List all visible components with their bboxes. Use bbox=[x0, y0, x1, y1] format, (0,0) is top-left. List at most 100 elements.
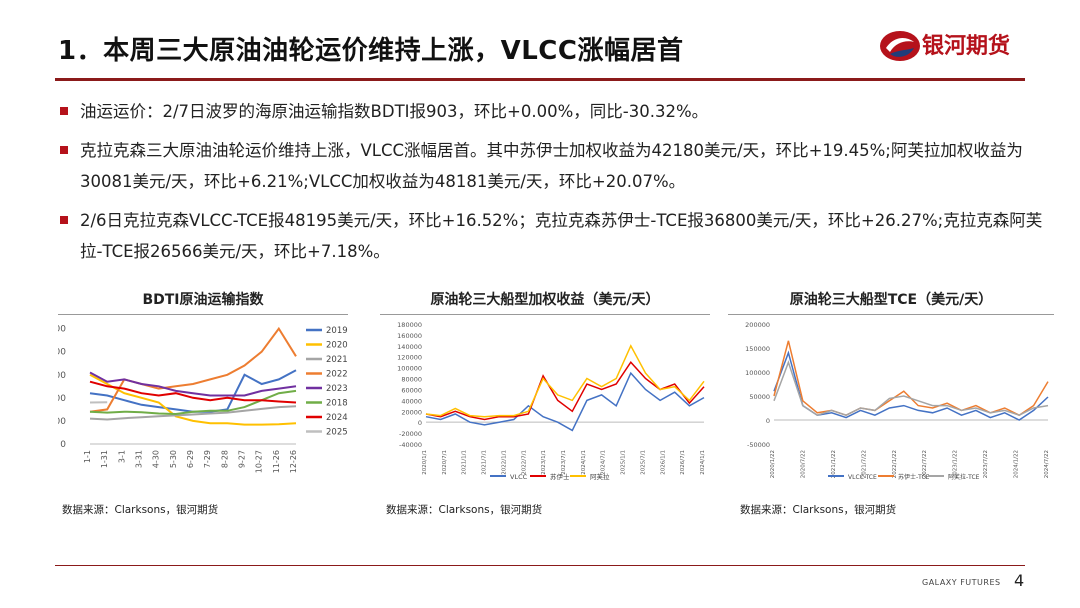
x-tick-label: 3-1 bbox=[117, 450, 126, 463]
x-tick-label: 2024/1/1 bbox=[700, 450, 706, 475]
x-tick-label: 2022/1/22 bbox=[892, 450, 898, 478]
x-tick-label: 2022/7/22 bbox=[922, 450, 928, 478]
x-tick-label: 2024/7/22 bbox=[1044, 450, 1050, 478]
x-tick-label: 2023/7/22 bbox=[983, 450, 989, 478]
y-tick-label: 0 bbox=[766, 417, 770, 425]
logo-text: 银河期货 bbox=[922, 34, 1011, 59]
x-tick-label: 9-27 bbox=[238, 450, 247, 468]
series-line-VLCC bbox=[425, 371, 705, 432]
legend-label: 2022 bbox=[326, 370, 348, 380]
series-line-2023 bbox=[89, 371, 297, 397]
x-tick-label: 11-26 bbox=[272, 450, 281, 473]
series-line-2020 bbox=[89, 373, 297, 426]
chart-title-bar bbox=[728, 290, 1054, 315]
series-line-阿芙拉-TCE bbox=[773, 360, 1049, 417]
legend-label: 2025 bbox=[326, 428, 348, 438]
x-tick-label: 6-29 bbox=[186, 450, 195, 468]
x-tick-label: 2020/1/1 bbox=[422, 450, 428, 475]
x-tick-label: 2020/7/1 bbox=[442, 450, 448, 475]
page-number: 4 bbox=[1014, 571, 1025, 590]
x-tick-label: 2023/7/1 bbox=[561, 450, 567, 475]
x-tick-label: 1-31 bbox=[100, 450, 109, 468]
chart-bdti: BDTI原油运输指数 0 500 1000 1500 2000 2500 1-1 1-31 3-… bbox=[58, 290, 348, 482]
x-tick-label: 7-29 bbox=[203, 450, 212, 468]
y-tick-label: 1000 bbox=[58, 394, 66, 404]
y-tick-label: -40000 bbox=[399, 441, 422, 449]
x-tick-label: 12-26 bbox=[289, 450, 298, 473]
y-tick-label: 80000 bbox=[401, 376, 422, 384]
x-tick-label: 2024/7/1 bbox=[601, 450, 607, 475]
chart-title: 原油轮三大船型加权收益（美元/天） bbox=[430, 292, 660, 308]
legend-label: VLCC bbox=[510, 473, 528, 481]
data-source-note: 数据来源：Clarksons，银河期货 bbox=[386, 504, 543, 516]
y-tick-label: 40000 bbox=[401, 397, 422, 405]
x-tick-label: 5-30 bbox=[169, 450, 178, 468]
x-tick-label: 2021/7/22 bbox=[861, 450, 867, 478]
y-tick-label: 200000 bbox=[745, 321, 770, 329]
title-divider bbox=[55, 78, 1025, 81]
y-tick-label: 100000 bbox=[397, 365, 422, 373]
series-line-苏伊士 bbox=[425, 360, 705, 421]
x-tick-label: 2026/7/1 bbox=[680, 450, 686, 475]
y-tick-label: 140000 bbox=[397, 343, 422, 351]
legend-label: 2021 bbox=[326, 355, 348, 365]
series-line-阿芙拉 bbox=[425, 344, 705, 418]
chart-title-bar bbox=[380, 290, 710, 315]
y-tick-label: 180000 bbox=[397, 321, 422, 329]
x-tick-label: 1-1 bbox=[83, 450, 92, 463]
x-tick-label: 3-31 bbox=[135, 450, 144, 468]
series-line-2021 bbox=[89, 405, 297, 421]
x-tick-label: 2021/7/1 bbox=[482, 450, 488, 475]
x-tick-label: 10-27 bbox=[255, 450, 264, 473]
legend-label: 阿芙拉-TCE bbox=[948, 473, 980, 481]
legend-label: 2023 bbox=[326, 384, 348, 394]
y-tick-label: -50000 bbox=[747, 441, 770, 449]
y-tick-label: 2000 bbox=[58, 348, 66, 358]
x-tick-label: 8-28 bbox=[220, 450, 229, 468]
y-tick-label: 100000 bbox=[745, 369, 770, 377]
bullet-list: 油运运价：2/7日波罗的海原油运输指数BDTI报903，环比+0.00%，同比-… bbox=[58, 96, 1048, 275]
chart-weighted-earnings-plot: -40000 -20000 0 20000 40000 60000 80000 100000 1… bbox=[397, 321, 706, 481]
y-tick-label: 1500 bbox=[58, 371, 66, 381]
legend-label: 2020 bbox=[326, 341, 348, 351]
bullet-item: 2/6日克拉克森VLCC-TCE报48195美元/天，环比+16.52%；克拉克… bbox=[58, 205, 1048, 267]
galaxy-logo-icon bbox=[880, 31, 920, 61]
y-tick-label: 160000 bbox=[397, 332, 422, 340]
y-tick-label: 120000 bbox=[397, 354, 422, 362]
legend-label: 阿芙拉 bbox=[590, 472, 610, 481]
page-title: 1．本周三大原油油轮运价维持上涨，VLCC涨幅居首 bbox=[58, 36, 684, 66]
y-tick-label: 2500 bbox=[58, 325, 66, 335]
chart-title: 原油轮三大船型TCE（美元/天） bbox=[789, 292, 993, 308]
legend-label: 苏伊士-TCE bbox=[898, 473, 930, 481]
x-tick-label: 2023/1/1 bbox=[541, 450, 547, 475]
y-tick-label: 0 bbox=[418, 419, 422, 427]
chart-tce: 原油轮三大船型TCE（美元/天） -50000 0 50000 100000 15000… bbox=[728, 290, 1054, 482]
chart-bdti-plot: 0 500 1000 1500 2000 2500 1-1 1-31 3-1 3-31 4-30 5-… bbox=[58, 325, 348, 474]
x-tick-label: 2022/7/1 bbox=[521, 450, 527, 475]
legend-label: 2018 bbox=[326, 399, 348, 409]
y-tick-label: 50000 bbox=[749, 393, 770, 401]
series-line-2024 bbox=[89, 380, 297, 404]
x-tick-label: 4-30 bbox=[152, 450, 161, 468]
chart-tce-plot: -50000 0 50000 100000 150000 200000 2020/1/22 2… bbox=[745, 321, 1050, 481]
bullet-item: 油运运价：2/7日波罗的海原油运输指数BDTI报903，环比+0.00%，同比-… bbox=[58, 96, 1048, 127]
y-tick-label: 20000 bbox=[401, 408, 422, 416]
x-tick-label: 2025/7/1 bbox=[640, 450, 646, 475]
y-tick-label: 500 bbox=[58, 417, 66, 427]
x-tick-label: 2020/7/22 bbox=[800, 450, 806, 478]
chart-title: BDTI原油运输指数 bbox=[142, 292, 264, 308]
series-line-2018 bbox=[89, 389, 297, 416]
x-tick-label: 2024/1/1 bbox=[581, 450, 587, 475]
x-tick-label: 2021/1/22 bbox=[831, 450, 837, 478]
legend-label: 苏伊士 bbox=[550, 472, 570, 481]
chart-title-bar bbox=[58, 290, 348, 315]
y-tick-label: 150000 bbox=[745, 345, 770, 353]
y-tick-label: -20000 bbox=[399, 430, 422, 438]
y-tick-label: 60000 bbox=[401, 386, 422, 394]
x-tick-label: 2026/1/1 bbox=[660, 450, 666, 475]
series-line-苏伊士-TCE bbox=[773, 340, 1049, 417]
y-tick-label: 0 bbox=[60, 440, 66, 450]
data-source-note: 数据来源：Clarksons，银河期货 bbox=[62, 504, 219, 516]
legend-label: 2019 bbox=[326, 326, 348, 336]
x-tick-label: 2022/1/1 bbox=[501, 450, 507, 475]
